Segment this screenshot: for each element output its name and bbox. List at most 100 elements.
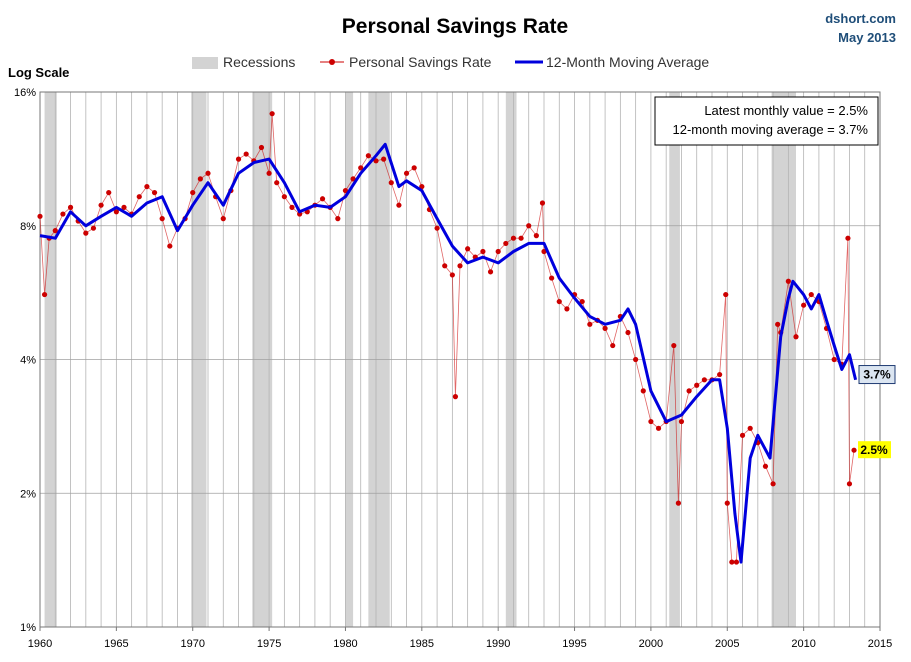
x-tick-label: 2015: [868, 638, 892, 650]
monthly-point: [41, 291, 48, 298]
plot-frame: [39, 91, 881, 628]
monthly-point: [220, 216, 226, 222]
monthly-point: [541, 248, 547, 255]
monthly-point: [648, 418, 654, 425]
monthly-point: [319, 196, 326, 202]
monthly-point: [556, 298, 562, 305]
x-tick-label: 2010: [791, 638, 815, 650]
monthly-point: [258, 144, 265, 151]
x-tick-label: 1970: [180, 638, 204, 650]
monthly-point: [564, 306, 570, 312]
x-tick-label: 1980: [333, 638, 357, 650]
monthly-point: [495, 248, 501, 255]
monthly-point: [770, 481, 776, 487]
monthly-point: [739, 432, 746, 438]
source-label: dshort.com: [825, 11, 896, 26]
monthly-point: [694, 382, 700, 388]
monthly-point: [655, 425, 662, 431]
monthly-point: [136, 194, 142, 200]
legend: Recessions Personal Savings Rate 12-Mont…: [192, 54, 709, 70]
monthly-point: [587, 321, 593, 327]
monthly-point: [633, 356, 639, 363]
y-tick-label: 1%: [20, 622, 36, 634]
monthly-point: [729, 559, 735, 565]
monthly-point: [358, 165, 364, 171]
y-axis-ticks: 1% 2% 4% 8% 16%: [14, 87, 36, 634]
monthly-point: [675, 500, 682, 506]
scale-label: Log Scale: [8, 65, 69, 80]
series: [37, 111, 858, 565]
latest-value-text: Latest monthly value = 2.5%: [704, 103, 868, 118]
monthly-point: [388, 180, 394, 186]
average-tag-text: 3.7%: [863, 368, 891, 382]
monthly-point: [610, 342, 616, 349]
monthly-point: [686, 388, 692, 394]
monthly-point: [457, 263, 463, 269]
monthly-point: [480, 248, 486, 255]
x-tick-label: 2005: [715, 638, 739, 650]
monthly-point: [167, 243, 173, 249]
monthly-point: [701, 377, 707, 383]
average-tag: [858, 365, 896, 385]
monthly-point: [579, 298, 585, 305]
monthly-point: [67, 204, 74, 210]
monthly-point: [793, 334, 799, 340]
legend-monthly-marker: [329, 59, 335, 65]
monthly-point: [723, 291, 729, 298]
monthly-point: [113, 209, 119, 215]
monthly-point: [159, 216, 165, 222]
monthly-point: [243, 151, 249, 157]
legend-recessions-label: Recessions: [223, 54, 295, 70]
monthly-point: [350, 176, 356, 182]
x-tick-label: 1975: [257, 638, 281, 650]
monthly-point: [533, 233, 539, 239]
monthly-point: [602, 325, 608, 331]
monthly-point: [121, 204, 127, 210]
monthly-point: [381, 156, 387, 162]
monthly-point: [449, 272, 455, 278]
x-tick-label: 1995: [562, 638, 586, 650]
monthly-point: [365, 153, 371, 159]
monthly-point: [503, 240, 509, 247]
monthly-point: [342, 187, 349, 194]
monthly-point: [197, 176, 203, 182]
y-tick-label: 8%: [20, 221, 36, 233]
latest-values-box-frame: [654, 96, 879, 146]
y-tick-label: 4%: [20, 355, 36, 367]
y-tick-label: 16%: [14, 87, 36, 99]
legend-average-label: 12-Month Moving Average: [546, 54, 709, 70]
monthly-point: [396, 202, 402, 208]
monthly-point: [747, 425, 753, 431]
monthly-point: [775, 321, 781, 327]
monthly-point: [808, 291, 814, 298]
monthly-point: [205, 170, 211, 176]
monthly-point: [671, 342, 677, 349]
latest-callout: 2.5%: [858, 441, 891, 459]
monthly-point: [151, 189, 158, 196]
monthly-point: [845, 235, 851, 241]
monthly-point: [90, 225, 97, 231]
average-value-text: 12-month moving average = 3.7%: [673, 122, 869, 137]
monthly-point: [60, 211, 66, 217]
monthly-point: [144, 183, 150, 190]
monthly-point: [526, 223, 532, 229]
monthly-point: [785, 278, 791, 284]
monthly-point: [269, 111, 275, 117]
monthly-point: [419, 183, 425, 190]
monthly-point: [98, 202, 104, 208]
monthly-point: [762, 463, 769, 469]
latest-tag: [858, 441, 891, 459]
monthly-point: [851, 447, 857, 453]
monthly-point: [549, 275, 555, 281]
y-tick-label: 2%: [20, 488, 36, 500]
x-tick-label: 2000: [639, 638, 663, 650]
x-tick-label: 1990: [486, 638, 510, 650]
x-tick-label: 1960: [28, 638, 52, 650]
monthly-point: [452, 394, 459, 400]
monthly-point: [518, 235, 524, 241]
monthly-point: [801, 302, 807, 308]
monthly-point: [846, 481, 853, 487]
monthly-point: [190, 189, 196, 196]
monthly-point: [335, 216, 341, 222]
